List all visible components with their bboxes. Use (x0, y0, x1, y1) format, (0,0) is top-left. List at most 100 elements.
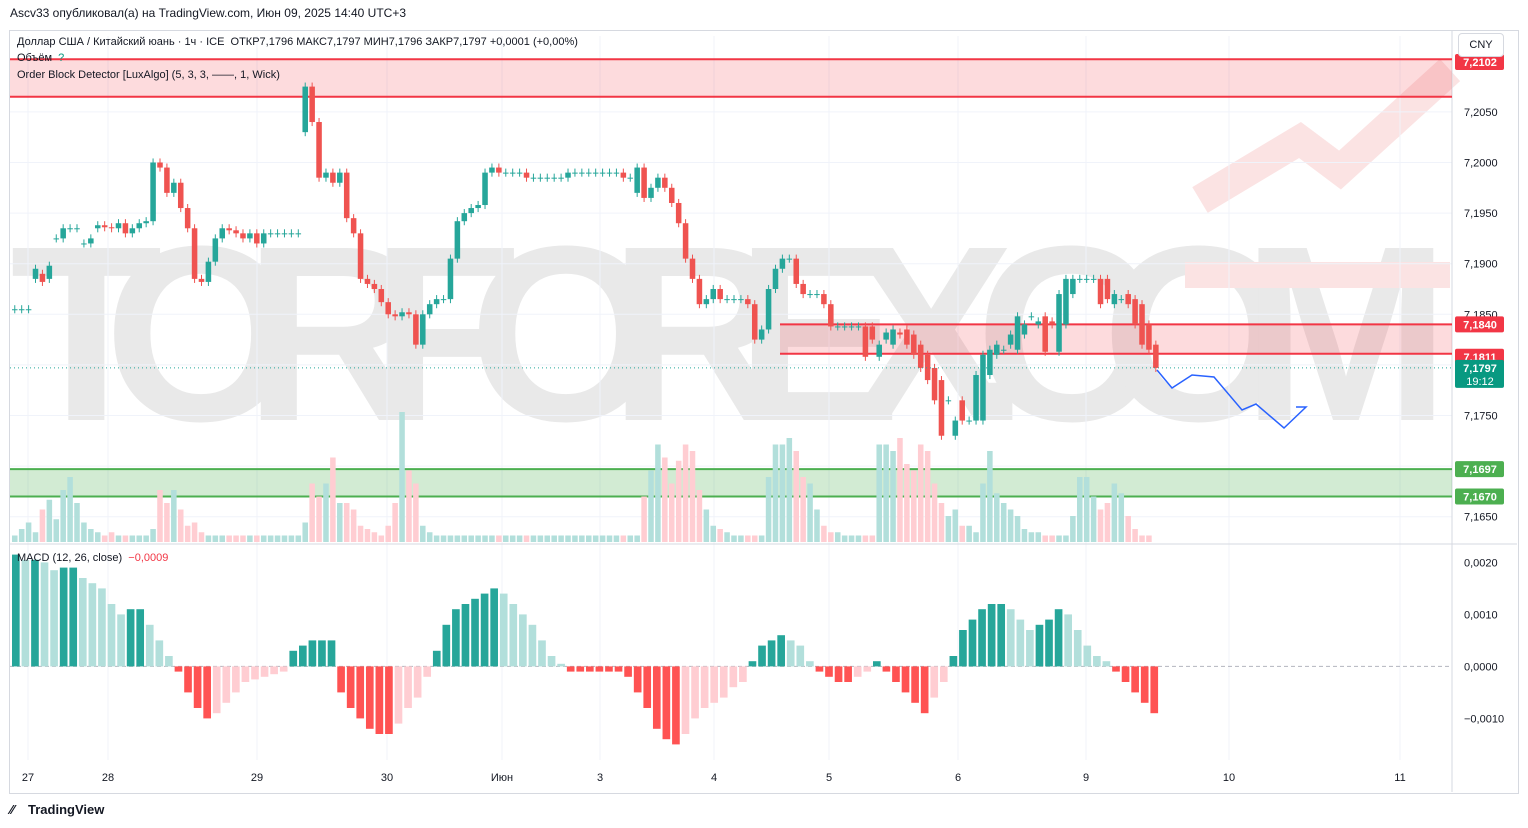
volume-bar (558, 535, 564, 542)
macd-histogram-bar (729, 666, 738, 688)
macd-histogram-bar (318, 640, 326, 667)
candle-body (74, 228, 80, 230)
macd-histogram-bar (873, 661, 881, 667)
price-label: 7,1797 (1463, 363, 1497, 375)
macd-histogram-bar (576, 666, 585, 672)
macd-histogram-bar (1083, 645, 1092, 667)
macd-histogram-bar (959, 630, 967, 667)
volume-bar (551, 535, 557, 542)
volume-bar (267, 535, 274, 542)
volume-bar (758, 535, 765, 542)
macd-histogram-bar (624, 666, 632, 677)
candle-body (323, 172, 329, 178)
candle-body (288, 233, 295, 235)
indicator-legend[interactable]: Order Block Detector [LuxAlgo] (5, 3, 3,… (17, 69, 280, 81)
macd-histogram-bar (1150, 666, 1159, 714)
candle-body (959, 400, 965, 421)
candle-body (613, 172, 620, 174)
candle-body (115, 223, 122, 229)
candle-body (413, 314, 419, 345)
candle-body (904, 329, 910, 345)
macd-histogram-bar (337, 666, 345, 693)
candle-body (1063, 278, 1069, 325)
candle-body (212, 238, 219, 262)
macd-histogram-bar (930, 666, 939, 698)
volume-info-icon[interactable]: ? (58, 52, 65, 64)
candle-body (1132, 299, 1138, 325)
candle-body (1083, 278, 1090, 280)
bar-countdown: 19:12 (1466, 376, 1494, 388)
candle-body (544, 177, 551, 179)
volume-bar (897, 438, 903, 542)
symbol-name[interactable]: Доллар США / Китайский юань · 1ч · ICE (17, 36, 225, 48)
candle-body (281, 233, 288, 235)
volume-bar (572, 535, 578, 542)
forecast-projection-line (1156, 369, 1308, 430)
volume-bar (1000, 503, 1007, 542)
volume-bar (482, 535, 488, 542)
macd-histogram-bar (710, 666, 719, 703)
candle-body (765, 289, 772, 330)
volume-bar (717, 529, 723, 542)
macd-histogram-bar (385, 666, 393, 734)
candle-body (1090, 278, 1097, 280)
candle-body (648, 187, 654, 198)
volume-bar (931, 483, 938, 542)
macd-histogram-bar (863, 666, 872, 672)
bullish-order-block (10, 469, 1452, 497)
volume-bar (226, 535, 232, 542)
candle-body (205, 261, 212, 282)
volume-bar (489, 535, 495, 542)
macd-histogram-bar (98, 588, 106, 667)
volume-bar (302, 522, 308, 542)
candle-body (655, 177, 661, 188)
candle-body (1000, 349, 1007, 351)
volume-bar (25, 522, 32, 542)
volume-bar (295, 535, 302, 542)
candle-body (1042, 316, 1048, 352)
volume-bar (544, 535, 551, 542)
macd-histogram-bar (299, 645, 307, 667)
candle-body (406, 312, 412, 315)
candle-body (793, 258, 800, 284)
macd-histogram-bar (117, 614, 125, 667)
candle-body (675, 202, 682, 224)
macd-name[interactable]: MACD (12, 26, close) (17, 552, 123, 564)
volume-bar (101, 535, 108, 542)
candle-body (226, 228, 232, 231)
volume-bar (343, 503, 350, 542)
tradingview-logo[interactable]: ⁄⁄ TradingView (10, 802, 104, 817)
currency-button[interactable]: CNY (1458, 33, 1504, 57)
volume-bar (413, 483, 419, 542)
macd-histogram-bar (480, 593, 489, 667)
volume-bar (60, 490, 66, 542)
macd-histogram-bar (519, 614, 527, 667)
candle-body (1104, 278, 1111, 300)
macd-histogram-bar (394, 666, 403, 724)
macd-histogram-bar (662, 666, 671, 740)
volume-bar (828, 532, 834, 542)
candle-body (931, 367, 938, 401)
candle-body (371, 283, 378, 289)
volume-legend: Объём ? (17, 52, 64, 64)
macd-histogram-bar (12, 554, 20, 667)
candle-body (731, 299, 737, 301)
macd-legend: MACD (12, 26, close) −0,0009 (17, 552, 168, 564)
volume-bar (973, 532, 979, 542)
macd-histogram-bar (31, 559, 39, 667)
volume-bar (862, 535, 869, 542)
volume-bar (260, 535, 267, 542)
volume-bar (212, 535, 219, 542)
volume-label[interactable]: Объём (17, 52, 53, 64)
volume-bar (675, 460, 682, 542)
candle-body (572, 172, 578, 174)
macd-histogram-bar (136, 609, 145, 667)
volume-bar (67, 477, 73, 542)
x-tick-label: Июн (491, 772, 513, 784)
macd-histogram-bar (844, 666, 852, 682)
macd-histogram-bar (222, 666, 231, 703)
macd-histogram-bar (1006, 609, 1015, 667)
volume-bar (1007, 509, 1014, 542)
candle-body (945, 400, 952, 402)
